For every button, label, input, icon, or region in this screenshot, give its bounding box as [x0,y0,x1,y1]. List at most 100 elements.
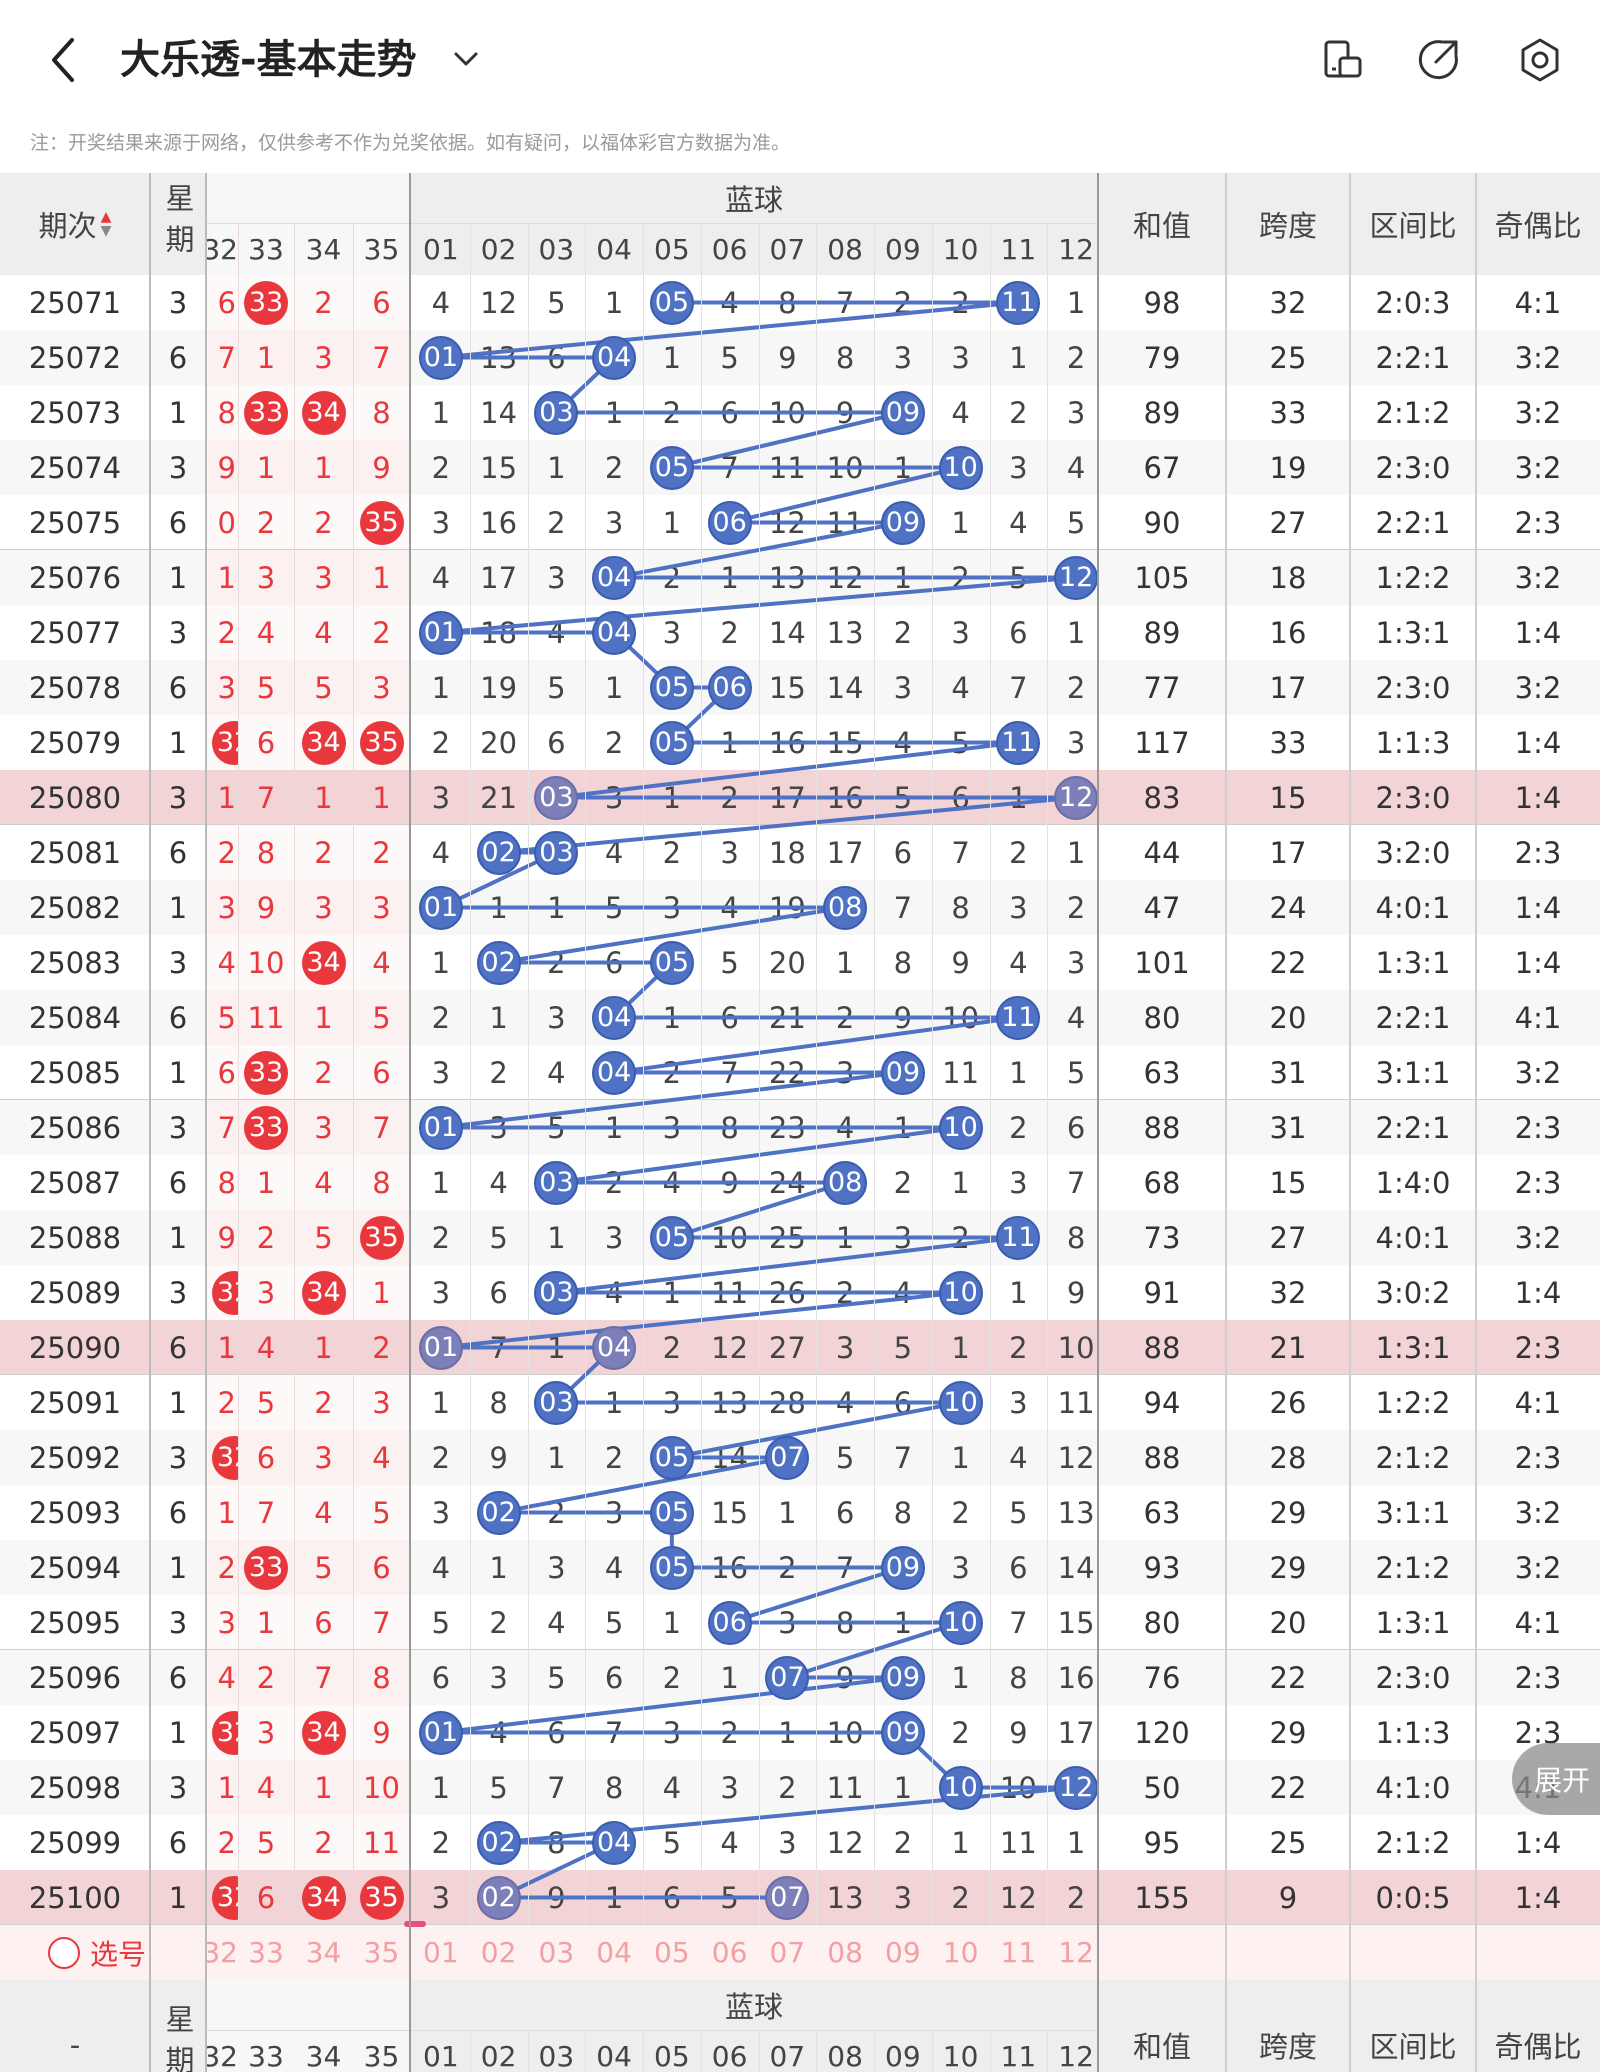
blue-miss-cell: 2 [604,450,624,485]
sum-cell: 79 [1143,340,1181,375]
zone-cell: 3:2:0 [1375,835,1451,870]
blue-miss-cell: 1 [720,1660,739,1695]
sum-cell: 98 [1143,285,1181,320]
blue-ball: 10 [938,1765,983,1810]
blue-miss-cell: 1 [662,340,682,375]
week-cell: 1 [168,1385,188,1420]
blue-miss-cell: 9 [835,1660,855,1695]
sum-cell: 77 [1143,670,1181,705]
front-miss-cell: 4 [217,1660,236,1695]
blue-miss-cell: 6 [547,725,566,760]
front-miss-cell: 3 [314,560,333,595]
settings-icon[interactable] [1516,36,1564,84]
blue-miss-cell: 9 [778,340,797,375]
sort-arrows-icon[interactable]: ▲ ▼ [100,209,112,239]
page-title[interactable]: 大乐透-基本走势 [120,37,417,83]
blue-miss-cell: 6 [893,1385,913,1420]
blue-miss-cell: 13 [826,1880,864,1915]
sum-cell: 76 [1143,1660,1181,1695]
column-divider [1225,173,1227,2072]
blue-ball: 02 [476,1490,521,1535]
zone-cell: 1:2:2 [1375,1385,1451,1420]
blue-miss-cell: 1 [778,1715,797,1750]
trend-table[interactable]: 期次 ▲ ▼ 星期 蓝球 32 33 34 35 01 02 03 04 05 06 07 08 09 10 11 12… [0,173,1600,2072]
back-arrow-icon[interactable] [42,32,86,88]
blue-ball: 05 [649,1545,694,1590]
zone-cell: 1:3:1 [1375,1605,1451,1640]
blue-miss-cell: 2 [547,945,566,980]
blue-miss-cell: 15 [711,1495,749,1530]
front-col-divider [238,223,239,1925]
front-col-header: 35 [363,232,400,266]
blue-miss-cell: 5 [1009,560,1028,595]
blue-miss-cell: 7 [951,835,970,870]
blue-ball: 04 [592,610,637,655]
front-zone-bg [206,1760,410,1815]
span-header: 跨度 [1258,209,1317,243]
front-ball-cell: 33 [238,1045,294,1100]
oddeven-cell: 3:2 [1514,1550,1562,1585]
blue-miss-cell: 7 [547,1770,566,1805]
blue-miss-cell: 7 [489,1330,508,1365]
zone-cell: 2:2:1 [1375,1110,1451,1145]
front-miss-cell: 2 [217,1550,236,1585]
week-cell: 6 [168,835,188,870]
blue-miss-cell: 1 [662,1275,682,1310]
blue-col-header: 07 [769,2039,806,2072]
front-zone-bg [206,1485,410,1540]
period-cell: 25084 [28,1000,122,1035]
period-header[interactable]: 期次 ▲ ▼ [0,173,150,275]
sum-cell: 63 [1143,1055,1181,1090]
blue-ball: 05 [649,280,694,325]
blue-miss-cell: 8 [604,1770,624,1805]
expand-button[interactable]: 展开 [1512,1743,1600,1815]
period-cell: 25092 [28,1440,122,1475]
blue-miss-cell: 1 [893,1770,913,1805]
blue-miss-cell: 1 [835,945,855,980]
front-miss-cell: 2 [217,835,236,870]
front-miss-cell: 4 [314,1165,333,1200]
blue-miss-cell: 2 [1009,1330,1028,1365]
front-zone-bg [206,330,410,385]
blue-ball: 12 [1054,555,1099,600]
blue-ball: 09 [880,1710,925,1755]
zone-cell: 3:0:2 [1375,1275,1451,1310]
blue-ball: 05 [649,445,694,490]
blue-col-divider [932,2030,933,2072]
front-miss-cell: 1 [217,1495,236,1530]
blue-miss-cell: 3 [951,615,970,650]
blue-miss-cell: 2 [893,615,913,650]
period-cell: 25072 [28,340,122,375]
front-col-header: 32 [206,2039,238,2072]
front-zone-bg [206,1045,410,1100]
share-icon[interactable] [1414,36,1462,84]
red-ball: 34 [301,390,346,435]
select-radio-icon[interactable] [48,1937,80,1969]
select-blue-number: 11 [1000,1936,1037,1969]
front-miss-cell: 1 [314,1330,333,1365]
period-cell: 25082 [28,890,122,925]
front-zone-bg [206,1430,410,1485]
span-header: 跨度 [1258,2030,1317,2064]
chevron-down-icon[interactable] [448,44,484,74]
sum-cell: 89 [1143,395,1181,430]
front-miss-cell: 3 [256,1275,276,1310]
blue-miss-cell: 4 [431,285,451,320]
blue-miss-cell: 18 [480,615,518,650]
front-miss-cell: 8 [372,1165,391,1200]
device-icon[interactable] [1320,36,1368,84]
blue-ball: 04 [592,1325,637,1370]
blue-miss-cell: 4 [720,890,739,925]
blue-miss-cell: 8 [720,1110,739,1145]
front-miss-cell: 6 [217,1055,236,1090]
blue-miss-cell: 1 [604,1110,624,1145]
sum-cell: 117 [1134,725,1190,760]
front-zone-bg [206,1650,410,1705]
blue-miss-cell: 3 [547,560,566,595]
blue-miss-cell: 5 [893,1330,913,1365]
span-cell: 29 [1269,1550,1307,1585]
blue-ball: 09 [880,390,925,435]
week-cell: 6 [168,1330,188,1365]
select-blue-number: 03 [538,1936,575,1969]
front-ball-cell: 32 [206,1870,238,1925]
